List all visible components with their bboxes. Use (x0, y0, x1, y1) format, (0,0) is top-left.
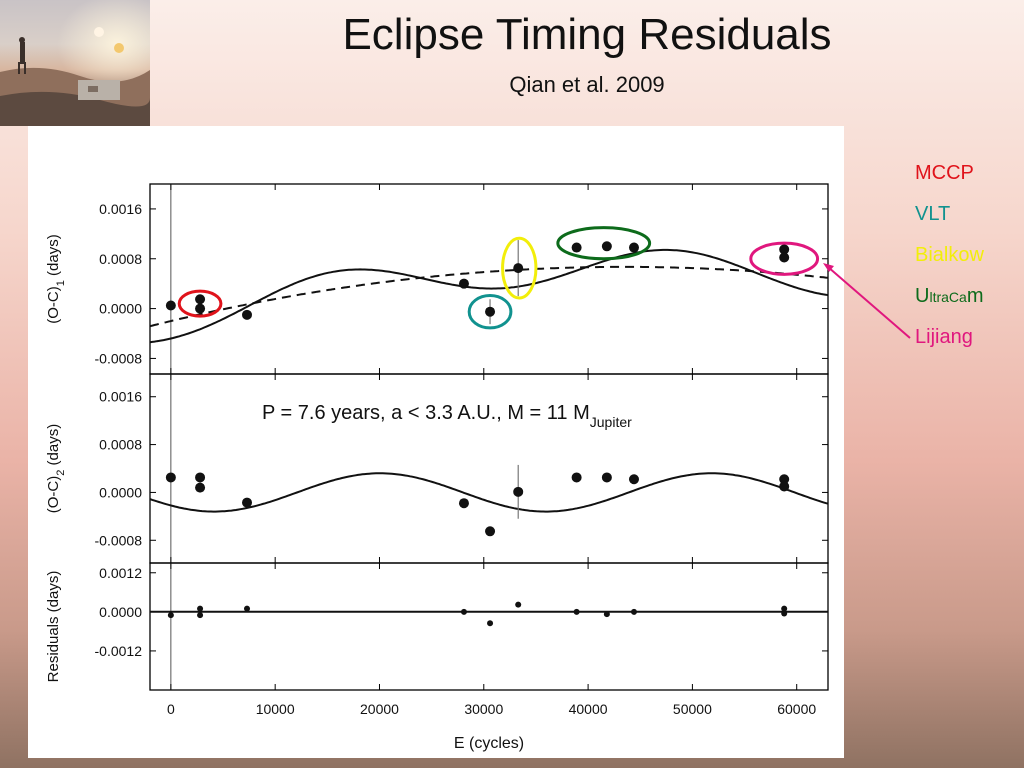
slide-subtitle: Qian et al. 2009 (509, 72, 665, 97)
panel-oc1: -0.0008 0.0000 0.0008 0.0016 (O-C)1 (days) (45, 183, 829, 375)
data-point (628, 242, 639, 253)
legend-item-ultracam: UltraCam (915, 281, 1020, 322)
data-point (458, 498, 469, 509)
data-point (779, 252, 790, 263)
data-point (244, 605, 251, 612)
data-point (779, 474, 790, 485)
ytick-label-residuals: -0.0012 (95, 643, 143, 659)
data-point (167, 612, 174, 619)
legend-item-lijiang: Lijiang (915, 322, 1020, 363)
lijiang-pointer-head (823, 263, 834, 272)
data-point (513, 486, 524, 497)
data-point (197, 605, 204, 612)
ytick-label-oc1: 0.0000 (99, 301, 142, 317)
ytick-label-oc2: 0.0016 (99, 389, 142, 405)
xtick-label: 60000 (777, 701, 816, 717)
marker-ellipse-bialkow (501, 236, 538, 300)
data-point (460, 608, 467, 615)
xtick-label: 50000 (673, 701, 712, 717)
data-point (779, 244, 790, 255)
data-point (165, 300, 176, 311)
data-point (781, 605, 788, 612)
legend: MCCP VLT Bialkow UltraCam Lijiang (915, 158, 1020, 363)
data-point (195, 472, 206, 483)
data-point (197, 612, 204, 619)
data-point (485, 306, 496, 317)
data-point (165, 472, 176, 483)
marker-ellipse-mccp (177, 289, 223, 318)
marker-ellipse-vlt (467, 294, 513, 330)
xtick-label: 40000 (569, 701, 608, 717)
data-point (571, 242, 582, 253)
ytick-label-residuals: 0.0012 (99, 565, 142, 581)
marker-ellipse-ultracam (556, 226, 652, 261)
legend-label-vlt: VLT (915, 203, 951, 225)
data-point (515, 601, 522, 608)
panel-residuals: -0.0012 0.0000 0.0012 Residuals (days) (45, 562, 829, 691)
data-point (573, 608, 580, 615)
slide-title: Eclipse Timing Residuals (342, 10, 832, 59)
legend-item-bialkow: Bialkow (915, 240, 1020, 281)
data-point (485, 526, 496, 537)
ytick-label-oc2: -0.0008 (95, 532, 143, 548)
lijiang-pointer-line (827, 266, 911, 339)
ytick-label-oc1: -0.0008 (95, 350, 143, 366)
ytick-label-oc1: 0.0016 (99, 201, 142, 217)
ylabel-oc2: (O-C)2 (days) (45, 424, 67, 513)
legend-item-vlt: VLT (915, 199, 1020, 240)
ylabel-residuals: Residuals (days) (45, 571, 62, 683)
panel-frame-residuals (149, 562, 829, 691)
data-point (513, 263, 524, 274)
data-point (601, 472, 612, 483)
ytick-label-oc2: 0.0000 (99, 484, 142, 500)
data-point (628, 474, 639, 485)
data-point (487, 620, 494, 627)
xtick-label: 30000 (464, 701, 503, 717)
annotation: P = 7.6 years, a < 3.3 A.U., M = 11 MJup… (262, 402, 632, 430)
ytick-label-residuals: 0.0000 (99, 604, 142, 620)
panel-frame-oc1 (149, 183, 829, 375)
header-photo (0, 0, 150, 126)
data-point (630, 608, 637, 615)
xtick-label: 20000 (360, 701, 399, 717)
marker-ellipse-lijiang (749, 241, 820, 276)
data-point (195, 482, 206, 493)
data-point (242, 497, 253, 508)
fit-curve-oc2 (150, 472, 828, 513)
legend-label-mccp: MCCP (915, 162, 974, 184)
chart-figure: -0.0008 0.0000 0.0008 0.0016 (O-C)1 (days) -0… (28, 126, 911, 758)
data-point (571, 472, 582, 483)
data-point (603, 611, 610, 618)
data-point (779, 481, 790, 492)
data-point (242, 309, 253, 320)
legend-label-bialkow: Bialkow (915, 244, 984, 266)
legend-item-mccp: MCCP (915, 158, 1020, 199)
data-point (601, 241, 612, 252)
data-point (195, 294, 206, 305)
data-point (781, 610, 788, 617)
ylabel-oc1: (O-C)1 (days) (45, 234, 67, 323)
data-point (458, 278, 469, 289)
xlabel: E (cycles) (454, 735, 524, 752)
xtick-label: 0 (167, 701, 175, 717)
ytick-label-oc1: 0.0008 (99, 251, 142, 267)
legend-label-lijiang: Lijiang (915, 326, 973, 348)
data-point (195, 303, 206, 314)
fit-curve-oc1 (150, 248, 828, 344)
xtick-label: 10000 (256, 701, 295, 717)
ytick-label-oc2: 0.0008 (99, 437, 142, 453)
fit-curve-oc1 (150, 265, 828, 328)
legend-label-ultracam: UltraCam (915, 285, 984, 307)
